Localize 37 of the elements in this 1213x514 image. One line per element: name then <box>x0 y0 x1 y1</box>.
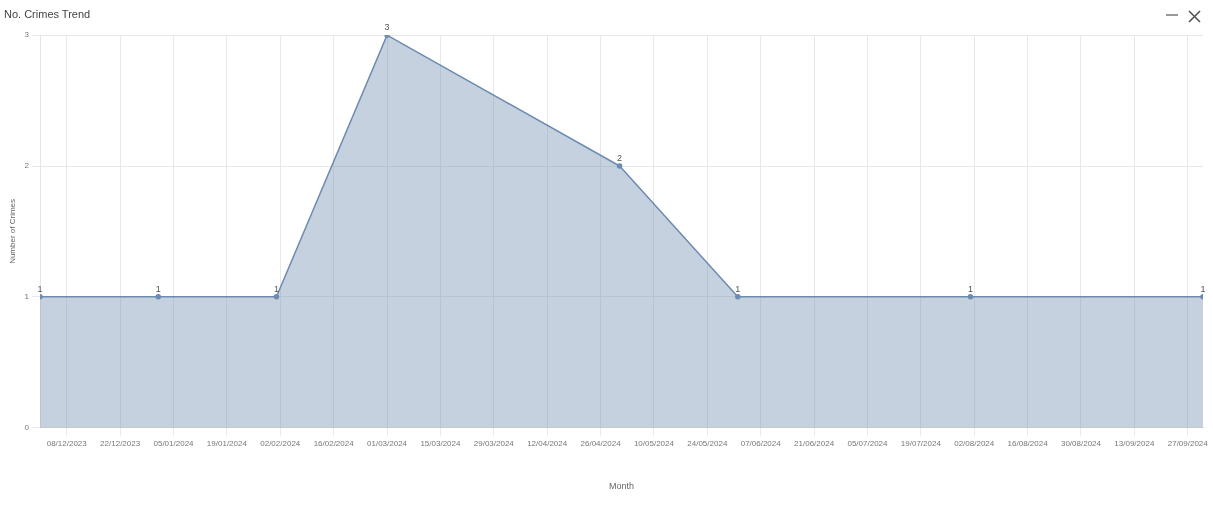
x-tick-label: 10/05/2024 <box>633 438 675 448</box>
x-tick-label: 19/07/2024 <box>900 438 942 448</box>
x-tick-label: 02/02/2024 <box>260 438 301 448</box>
x-tick-label: 24/05/2024 <box>687 438 728 448</box>
y-tick-label: 3 <box>24 30 30 40</box>
data-label: 2 <box>617 152 623 163</box>
x-tick-label: 15/03/2024 <box>420 438 461 448</box>
x-tick-label: 21/06/2024 <box>794 438 835 448</box>
data-label: 1 <box>967 283 973 294</box>
x-tick-label: 05/01/2024 <box>153 438 195 448</box>
x-tick-label: 22/12/2023 <box>100 438 141 448</box>
data-label: 1 <box>273 283 279 294</box>
x-tick-label: 16/02/2024 <box>313 438 355 448</box>
y-tick-label: 0 <box>24 422 30 432</box>
data-label: 1 <box>1200 283 1206 294</box>
x-axis-title: Month <box>609 481 635 492</box>
y-tick-label: 1 <box>24 292 30 301</box>
x-tick-label: 30/08/2024 <box>1060 438 1102 448</box>
data-label: 3 <box>384 22 390 33</box>
x-tick-label: 19/01/2024 <box>206 438 248 448</box>
x-tick-label: 05/07/2024 <box>847 438 889 448</box>
x-tick-label: 13/09/2024 <box>1114 438 1155 448</box>
x-tick-label: 12/04/2024 <box>527 438 568 448</box>
data-label: 1 <box>155 283 161 294</box>
x-tick-label: 02/08/2024 <box>954 438 995 448</box>
x-tick-label: 27/09/2024 <box>1167 438 1209 448</box>
x-tick-label: 01/03/2024 <box>367 438 408 448</box>
chart-title: No. Crimes Trend <box>4 7 91 20</box>
y-axis-title: Number of Crimes <box>8 198 17 264</box>
x-tick-label: 07/06/2024 <box>740 438 782 448</box>
data-label: 1 <box>37 283 43 294</box>
data-label: 1 <box>735 283 741 294</box>
x-tick-label: 29/03/2024 <box>473 438 515 448</box>
y-tick-label: 2 <box>24 161 30 171</box>
x-tick-label: 08/12/2023 <box>46 438 88 448</box>
x-tick-label: 26/04/2024 <box>580 438 622 448</box>
x-tick-label: 16/08/2024 <box>1007 438 1049 448</box>
